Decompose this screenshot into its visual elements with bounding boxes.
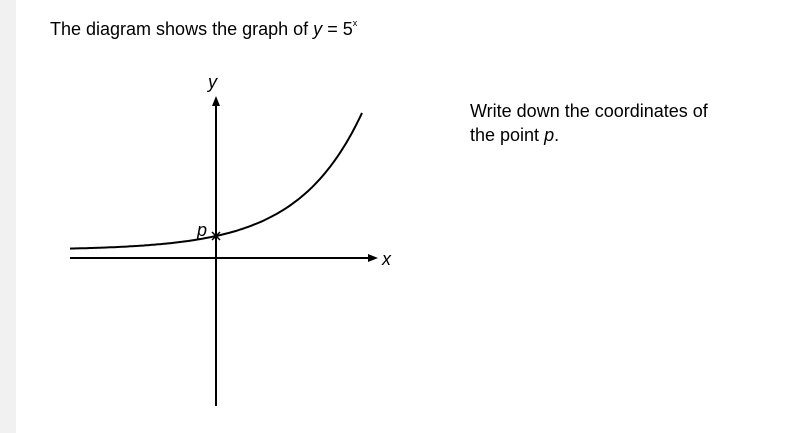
y-axis-label: y <box>206 72 218 92</box>
prompt-line1: Write down the coordinates of <box>470 101 708 121</box>
x-arrow <box>368 254 378 262</box>
y-arrow <box>212 96 220 106</box>
prompt-text: the point <box>470 125 540 145</box>
prompt-variable: p <box>544 125 555 145</box>
side-strip <box>0 0 16 433</box>
equation-exponent: x <box>352 18 358 28</box>
point-marker <box>211 231 221 241</box>
prompt: Write down the coordinates of the point p… <box>470 99 708 147</box>
question-title: The diagram shows the graph of y = 5x <box>50 18 357 40</box>
x-axis-label: x <box>381 249 392 269</box>
prompt-line2: the point p. <box>470 123 708 147</box>
intro: The diagram shows the graph of <box>50 19 309 39</box>
equation-rhs: = 5 <box>327 19 353 39</box>
prompt-end: . <box>554 125 560 145</box>
equation-lhs: y <box>313 19 323 39</box>
point-label: p <box>196 220 207 240</box>
